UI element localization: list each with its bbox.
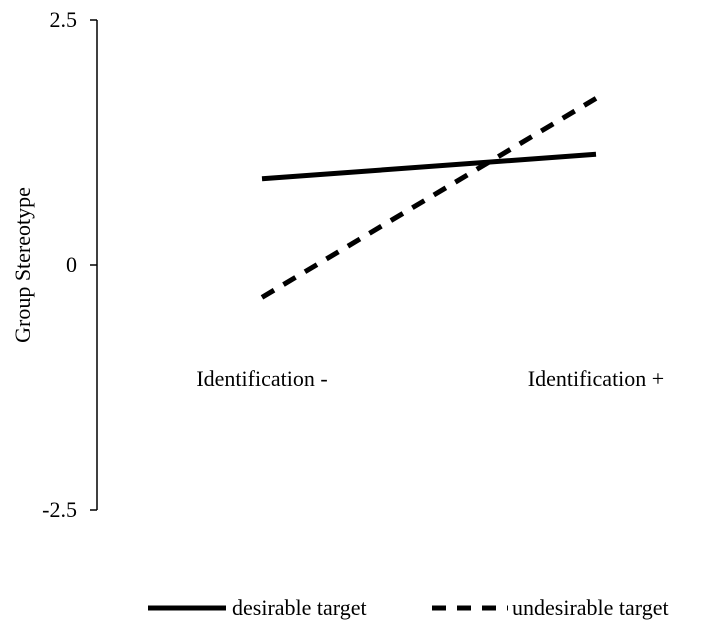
legend-label: undesirable target	[512, 595, 669, 620]
legend: desirable target undesirable target	[148, 595, 669, 620]
y-tick-label: 2.5	[50, 7, 78, 32]
series-lines	[260, 96, 598, 300]
category-labels: Identification - Identification +	[196, 366, 664, 391]
y-axis-title: Group Stereotype	[10, 187, 35, 343]
y-tick-label: 0	[66, 252, 77, 277]
y-ticks: 2.5 0 -2.5	[42, 7, 97, 522]
legend-label: desirable target	[232, 595, 367, 620]
series-line-desirable-target	[261, 151, 597, 182]
series-line-undesirable-target	[260, 96, 598, 300]
category-label: Identification -	[196, 366, 327, 391]
category-label: Identification +	[528, 366, 664, 391]
y-tick-label: -2.5	[42, 497, 77, 522]
